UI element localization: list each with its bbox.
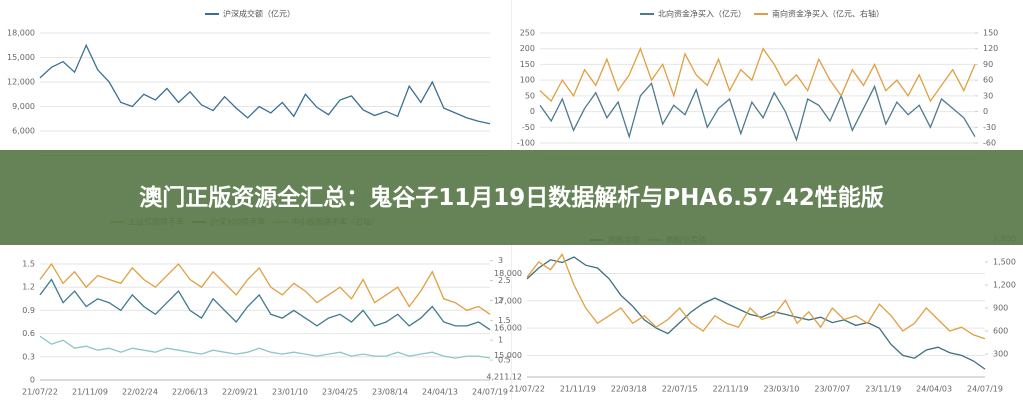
y-tick-label: 0 <box>530 107 535 116</box>
y-tick-label: 18,000 <box>494 269 522 278</box>
series-line <box>39 278 491 331</box>
x-tick-label: 22/09/21 <box>222 388 258 397</box>
y2-tick-label: 30 <box>983 91 993 100</box>
y-tick-label: 250 <box>520 29 535 38</box>
y-tick-label: 4,211.12 <box>486 373 522 382</box>
y2-tick-label: 0.5 <box>498 356 511 365</box>
x-tick-label: 21/11/09 <box>72 388 108 397</box>
x-tick-label: 23/01/10 <box>272 388 308 397</box>
y-tick-label: 0.6 <box>22 329 35 338</box>
y2-tick-label: 90 <box>983 60 993 69</box>
y-tick-label: -50 <box>522 123 535 132</box>
y-tick-label: 1.2 <box>22 283 35 292</box>
y-tick-label: 15,000 <box>7 53 35 62</box>
y-tick-label: 16,000 <box>494 324 522 333</box>
series-line <box>39 335 491 359</box>
x-tick-label: 21/07/22 <box>22 388 58 397</box>
y2-tick-label: 1.5 <box>498 316 511 325</box>
x-tick-label: 24/04/03 <box>916 385 952 394</box>
y-tick-label: 6,000 <box>12 127 35 136</box>
x-tick-label: 21/11/19 <box>560 385 596 394</box>
series-line <box>39 262 491 315</box>
banner: 澳门正版资源全汇总：鬼谷子11月19日数据解析与PHA6.57.42性能版 <box>0 150 1023 245</box>
y-tick-label: 0.9 <box>22 306 35 315</box>
x-tick-label: 22/06/13 <box>172 388 208 397</box>
x-tick-label: 22/03/18 <box>611 385 647 394</box>
y-tick-label: 9,000 <box>12 102 35 111</box>
y2-tick-label: 600 <box>993 327 1008 336</box>
y-tick-label: -100 <box>517 138 535 147</box>
x-tick-label: 23/11/19 <box>865 385 901 394</box>
legend-label: 北向资金净买入（亿元） <box>658 9 746 19</box>
y-tick-label: 200 <box>520 44 535 53</box>
y-tick-label: 100 <box>520 76 535 85</box>
legend-label: 沪深成交额（亿元） <box>223 9 295 19</box>
y2-tick-label: 1 <box>498 336 503 345</box>
x-tick-label: 22/07/15 <box>662 385 698 394</box>
y-tick-label: 50 <box>525 91 535 100</box>
x-tick-label: 22/11/19 <box>713 385 749 394</box>
y-tick-label: 0 <box>30 376 35 385</box>
y-tick-label: 12,000 <box>7 78 35 87</box>
y-tick-label: 18,000 <box>7 29 35 38</box>
y2-tick-label: -60 <box>983 138 996 147</box>
x-tick-label: 23/08/14 <box>372 388 408 397</box>
x-tick-label: 24/07/19 <box>967 385 1003 394</box>
y2-tick-label: 2.5 <box>498 276 511 285</box>
y2-tick-label: 3 <box>498 256 503 265</box>
y2-tick-label: -30 <box>983 123 996 132</box>
y2-tick-label: 60 <box>983 76 993 85</box>
x-tick-label: 23/03/10 <box>763 385 799 394</box>
legend-label: 南向资金净买入（亿元、右轴） <box>772 9 884 19</box>
x-tick-label: 24/04/13 <box>422 388 458 397</box>
series-line <box>39 43 491 125</box>
x-tick-label: 22/02/24 <box>122 388 158 397</box>
y2-tick-label: 1,500 <box>993 258 1016 267</box>
y2-tick-label: 150 <box>983 29 998 38</box>
x-tick-label: 23/04/25 <box>322 388 358 397</box>
series-line <box>539 46 976 103</box>
series-line <box>526 256 986 370</box>
y-tick-label: 0.3 <box>22 352 35 361</box>
series-line <box>539 81 976 142</box>
y2-tick-label: 120 <box>983 44 998 53</box>
y-tick-label: 17,000 <box>494 296 522 305</box>
x-tick-label: 23/07/07 <box>814 385 850 394</box>
y2-tick-label: 300 <box>993 350 1008 359</box>
banner-text: 澳门正版资源全汇总：鬼谷子11月19日数据解析与PHA6.57.42性能版 <box>139 184 884 211</box>
y-tick-label: 150 <box>520 60 535 69</box>
y2-tick-label: 900 <box>993 304 1008 313</box>
y2-tick-label: 0 <box>983 107 988 116</box>
series-line <box>526 252 986 340</box>
y2-tick-label: 1,200 <box>993 281 1016 290</box>
y-tick-label: 1.5 <box>22 260 35 269</box>
x-tick-label: 21/07/22 <box>509 385 545 394</box>
y2-tick-label: 2 <box>498 296 503 305</box>
x-tick-label: 24/07/19 <box>472 388 508 397</box>
y-tick-label: 15,000 <box>494 351 522 360</box>
